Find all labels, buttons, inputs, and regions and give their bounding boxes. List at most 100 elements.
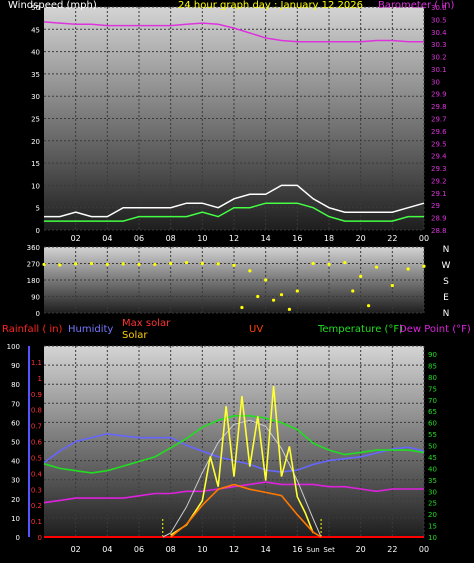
chart-title: 24 hour graph day : January 12 2026	[178, 0, 363, 11]
barometer-tick-label: 29.9	[431, 91, 447, 99]
temperature-tick-label: 75	[428, 385, 437, 393]
wind-x-tick-label: 16	[292, 234, 302, 243]
direction-point	[42, 262, 46, 267]
humidity-tick-label: 60	[11, 419, 20, 427]
rainfall-tick-label: 0.3	[31, 486, 42, 494]
direction-point	[295, 289, 299, 293]
barometer-tick-label: 30.5	[431, 16, 447, 24]
direction-point	[216, 262, 220, 266]
compass-label: N	[443, 309, 450, 319]
humidity-tick-label: 30	[11, 477, 20, 485]
temperature-x-tick-label: 08	[166, 545, 176, 554]
wind-tick-label: 0	[36, 227, 40, 235]
direction-point	[366, 304, 371, 308]
temperature-tick-label: 20	[428, 511, 437, 519]
temperature-tick-label: 90	[428, 351, 437, 359]
temperature-tick-label: 25	[428, 500, 437, 508]
direction-point	[153, 262, 157, 267]
humidity-tick-label: 10	[11, 515, 20, 523]
direction-point	[406, 267, 410, 271]
temperature-x-tick-label: 12	[229, 545, 239, 554]
uv-line	[170, 483, 322, 538]
wind-tick-label: 45	[31, 26, 40, 34]
wind-tick-label: 10	[31, 182, 40, 190]
sunset-label-sun: Sun	[306, 546, 319, 554]
direction-tick-label: 270	[27, 261, 40, 269]
direction-point	[240, 305, 244, 310]
direction-tick-label: 90	[31, 294, 40, 302]
temperature-tick-label: 55	[428, 431, 437, 439]
direction-point	[200, 261, 204, 266]
temperature-tick-label: 85	[428, 362, 437, 370]
temperature-tick-label: 30	[428, 488, 437, 496]
humidity-tick-label: 20	[11, 496, 20, 504]
barometer-tick-label: 29.4	[431, 153, 447, 161]
wind-x-tick-label: 20	[356, 234, 366, 243]
direction-tick-label: 180	[27, 277, 40, 285]
compass-label: N	[443, 245, 450, 255]
temperature-tick-label: 70	[428, 397, 437, 405]
compass-label: E	[443, 293, 449, 303]
barometer-tick-label: 29.6	[431, 128, 447, 136]
legend-temperature: Temperature (°F)	[317, 324, 403, 335]
temperature-x-tick-label: 10	[197, 545, 207, 554]
direction-point	[390, 283, 394, 288]
wind-tick-label: 15	[31, 160, 40, 168]
barometer-line	[43, 21, 424, 43]
barometer-tick-label: 29.3	[431, 165, 447, 173]
wind-tick-label: 35	[31, 71, 40, 79]
temperature-x-tick-label: 04	[102, 545, 112, 554]
direction-tick-label: 360	[27, 244, 40, 252]
wind-x-tick-label: 18	[324, 234, 334, 243]
legend-uv: UV	[249, 324, 263, 335]
wind-x-tick-label: 08	[166, 234, 176, 243]
temperature-x-tick-label: 16	[292, 545, 302, 554]
wind-average-line	[44, 202, 424, 222]
wind-tick-label: 20	[31, 138, 40, 146]
temperature-tick-label: 10	[428, 534, 437, 542]
wind-x-tick-label: 22	[387, 234, 397, 243]
barometer-tick-label: 30.1	[431, 66, 447, 74]
direction-point	[89, 261, 94, 266]
direction-point	[248, 269, 252, 273]
barometer-tick-label: 28.9	[431, 215, 447, 223]
barometer-tick-label: 29.7	[431, 116, 447, 124]
humidity-tick-label: 70	[11, 400, 20, 408]
dew-point-line	[43, 481, 424, 504]
barometer-tick-label: 29.8	[431, 103, 447, 111]
max-solar-line	[162, 419, 322, 538]
wind-tick-label: 40	[31, 49, 40, 57]
direction-point	[58, 263, 62, 267]
humidity-tick-label: 0	[16, 534, 20, 542]
direction-point	[184, 260, 189, 265]
compass-label: W	[442, 261, 451, 271]
legend-rainfall: Rainfall ( in)	[2, 324, 63, 335]
rainfall-tick-label: 0.4	[31, 470, 43, 478]
rainfall-tick-label: 0.6	[31, 439, 43, 447]
temperature-tick-label: 65	[428, 408, 437, 416]
barometer-tick-label: 30.4	[431, 29, 447, 37]
direction-point	[232, 263, 236, 267]
rainfall-tick-label: 1	[38, 375, 42, 383]
direction-point	[311, 261, 315, 266]
temperature-tick-label: 40	[428, 465, 437, 473]
direction-point	[279, 293, 284, 297]
temperature-x-tick-label: 20	[356, 545, 366, 554]
direction-point	[374, 265, 379, 269]
temperature-tick-label: 35	[428, 477, 437, 485]
humidity-tick-label: 90	[11, 362, 20, 370]
wind-tick-label: 25	[31, 116, 40, 124]
direction-point	[343, 260, 347, 265]
humidity-tick-label: 100	[7, 343, 20, 351]
direction-point	[351, 289, 355, 293]
temperature-x-tick-label: 02	[71, 545, 81, 554]
rainfall-tick-label: 0	[38, 534, 42, 542]
legend-max-solar: Max solar	[122, 318, 171, 329]
rainfall-tick-label: 0.5	[31, 454, 42, 462]
temperature-x-tick-label: 06	[134, 545, 144, 554]
barometer-tick-label: 28.8	[431, 227, 447, 235]
direction-tick-label: 0	[36, 310, 40, 318]
solar-line	[170, 386, 314, 536]
barometer-axis-label: Barometer ( in)	[378, 0, 454, 11]
direction-point	[105, 262, 109, 267]
